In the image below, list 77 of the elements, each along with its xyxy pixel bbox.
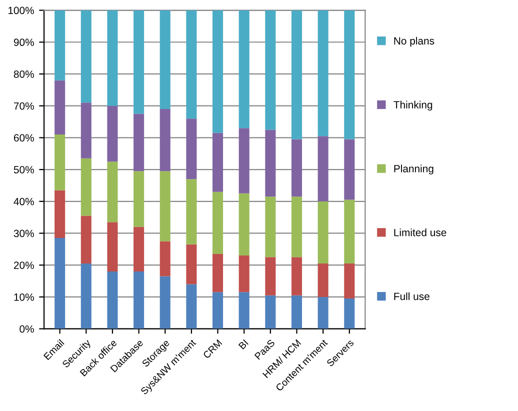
y-tick-label: 20%: [14, 262, 34, 269]
bar: [160, 10, 170, 110]
bar: [54, 134, 66, 190]
bar: [134, 10, 144, 114]
bar: [134, 114, 144, 172]
bar: [318, 10, 328, 136]
bar: [291, 139, 302, 197]
y-tick-label: 0%: [20, 325, 34, 333]
bar: [318, 136, 328, 202]
bar: [186, 10, 197, 119]
legend-label: Thinking: [394, 100, 432, 111]
y-tick-label: 10%: [14, 293, 34, 301]
y-tick-label: 40%: [14, 198, 34, 206]
bar: [344, 264, 355, 299]
bar: [318, 201, 328, 264]
bar: [80, 158, 92, 216]
legend-label: Limited use: [394, 228, 446, 236]
bar: [54, 238, 66, 329]
bar: [54, 10, 66, 80]
bar: [186, 244, 197, 284]
bar: [238, 128, 250, 194]
bar: [291, 295, 302, 329]
bar: [265, 130, 276, 197]
bar: [160, 171, 170, 242]
bar: [160, 276, 170, 329]
bar: [344, 298, 355, 329]
bar: [265, 295, 276, 329]
bar: [212, 192, 224, 254]
bar: [107, 162, 118, 222]
bar: [107, 222, 118, 272]
bar: [265, 257, 276, 296]
y-tick-label: 60%: [14, 134, 34, 142]
bar: [318, 264, 328, 297]
bar: [54, 80, 66, 134]
bar: [344, 10, 355, 140]
bar: [238, 256, 250, 292]
legend-label: Planning: [394, 164, 434, 174]
bar: [160, 109, 170, 172]
legend-label: No plans: [394, 36, 434, 47]
bar: [212, 10, 224, 133]
bar: [291, 257, 302, 296]
bar: [134, 171, 144, 227]
y-tick-label: 100%: [8, 6, 34, 14]
bar: [160, 241, 170, 276]
bar: [212, 254, 224, 292]
y-tick-label: 90%: [14, 38, 34, 46]
bar: [107, 106, 118, 162]
bar: [238, 292, 250, 329]
bar: [186, 118, 197, 180]
y-tick-label: 50%: [14, 166, 34, 174]
bar: [291, 196, 302, 258]
bar: [134, 271, 144, 329]
y-tick-label: 80%: [14, 70, 34, 78]
bar: [80, 10, 92, 103]
bar: [80, 264, 92, 329]
bar: [107, 271, 118, 329]
bar: [291, 10, 302, 140]
bar: [107, 10, 118, 106]
y-tick-label: 70%: [14, 102, 34, 110]
bar: [318, 296, 328, 329]
bar: [238, 10, 250, 128]
bar: [134, 226, 144, 272]
bar: [238, 193, 250, 256]
bar: [80, 216, 92, 264]
bar: [186, 179, 197, 244]
bar: [344, 139, 355, 200]
bar: [54, 190, 66, 238]
x-tick-label: BI: [238, 339, 248, 350]
bar: [186, 284, 197, 329]
bar: [344, 200, 355, 264]
bar: [212, 132, 224, 192]
legend-label: Full use: [394, 292, 430, 300]
bar: [265, 196, 276, 258]
bar: [265, 10, 276, 130]
bar: [80, 102, 92, 158]
y-tick-label: 30%: [14, 230, 34, 238]
bar: [212, 292, 224, 329]
